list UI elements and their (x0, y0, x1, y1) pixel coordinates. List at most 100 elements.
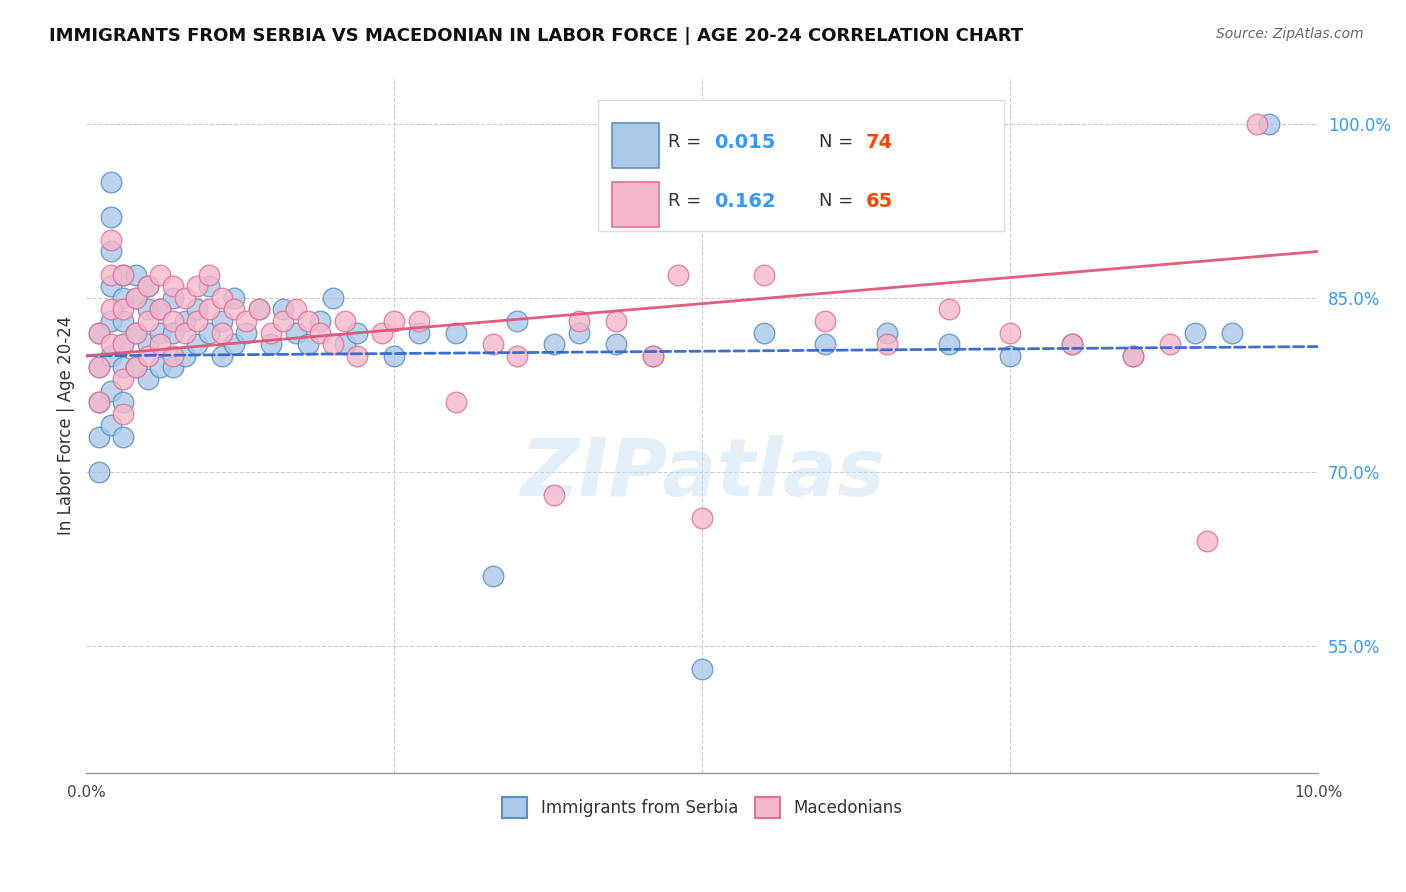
Point (297, 337, 319, 351)
Point (87, 395, 110, 409)
Point (112, 430, 135, 444)
Point (198, 326, 221, 340)
Point (100, 337, 122, 351)
Point (1060, 337, 1083, 351)
Text: IMMIGRANTS FROM SERBIA VS MACEDONIAN IN LABOR FORCE | AGE 20-24 CORRELATION CHAR: IMMIGRANTS FROM SERBIA VS MACEDONIAN IN … (49, 27, 1024, 45)
Point (149, 302, 172, 317)
Point (260, 326, 283, 340)
Point (690, 662, 713, 676)
Point (641, 349, 664, 363)
Point (543, 337, 565, 351)
Point (198, 268, 221, 282)
Point (284, 302, 307, 317)
Point (100, 314, 122, 328)
Point (136, 349, 159, 363)
Point (346, 349, 368, 363)
Point (482, 569, 505, 583)
Point (162, 360, 184, 375)
Point (124, 326, 146, 340)
FancyBboxPatch shape (613, 123, 659, 168)
FancyBboxPatch shape (598, 100, 1004, 230)
Point (149, 360, 172, 375)
Point (382, 314, 405, 328)
Point (371, 326, 394, 340)
Point (124, 291, 146, 305)
Point (136, 279, 159, 293)
Point (149, 337, 172, 351)
Point (1122, 349, 1144, 363)
Point (124, 326, 146, 340)
Point (284, 326, 307, 340)
Point (100, 418, 122, 433)
Point (124, 360, 146, 375)
Point (1159, 337, 1181, 351)
Legend: Immigrants from Serbia, Macedonians: Immigrants from Serbia, Macedonians (496, 790, 908, 824)
Point (224, 291, 246, 305)
Point (136, 279, 159, 293)
Point (1000, 326, 1022, 340)
Point (506, 349, 529, 363)
Point (87, 360, 110, 375)
Point (100, 175, 122, 189)
Point (112, 360, 135, 375)
Point (247, 302, 270, 317)
Point (136, 314, 159, 328)
Point (605, 337, 627, 351)
Point (112, 337, 135, 351)
Point (666, 268, 689, 282)
Text: ZIPatlas: ZIPatlas (520, 435, 884, 513)
Point (173, 349, 195, 363)
Point (260, 337, 283, 351)
Point (162, 291, 184, 305)
Point (690, 511, 713, 525)
Point (1122, 349, 1144, 363)
Point (198, 302, 221, 317)
Point (112, 291, 135, 305)
Y-axis label: In Labor Force | Age 20-24: In Labor Force | Age 20-24 (58, 316, 75, 535)
Point (136, 372, 159, 386)
Text: 65: 65 (866, 192, 893, 211)
Point (100, 349, 122, 363)
Point (309, 326, 332, 340)
Point (211, 349, 233, 363)
Point (149, 268, 172, 282)
Point (876, 337, 898, 351)
Point (162, 326, 184, 340)
Point (1000, 349, 1022, 363)
Point (112, 395, 135, 409)
Point (346, 326, 368, 340)
Point (87, 326, 110, 340)
Point (752, 326, 775, 340)
Point (322, 291, 344, 305)
Point (543, 488, 565, 502)
Point (568, 326, 591, 340)
Point (1060, 337, 1083, 351)
Point (186, 302, 208, 317)
Point (568, 314, 591, 328)
Text: 10.0%: 10.0% (1294, 785, 1343, 800)
Point (112, 372, 135, 386)
Point (273, 314, 295, 328)
Point (87, 430, 110, 444)
Point (641, 349, 664, 363)
Point (186, 279, 208, 293)
Point (1197, 534, 1219, 549)
Point (876, 326, 898, 340)
Point (938, 337, 960, 351)
Point (273, 302, 295, 317)
Point (224, 302, 246, 317)
Point (100, 210, 122, 224)
Point (124, 360, 146, 375)
Point (211, 326, 233, 340)
Point (112, 407, 135, 421)
Text: N =: N = (820, 193, 859, 211)
Text: 0.015: 0.015 (714, 133, 776, 152)
Point (173, 291, 195, 305)
Point (100, 302, 122, 317)
Point (322, 337, 344, 351)
Point (87, 465, 110, 479)
Text: Source: ZipAtlas.com: Source: ZipAtlas.com (1216, 27, 1364, 41)
Point (162, 279, 184, 293)
Point (173, 314, 195, 328)
Point (333, 314, 356, 328)
